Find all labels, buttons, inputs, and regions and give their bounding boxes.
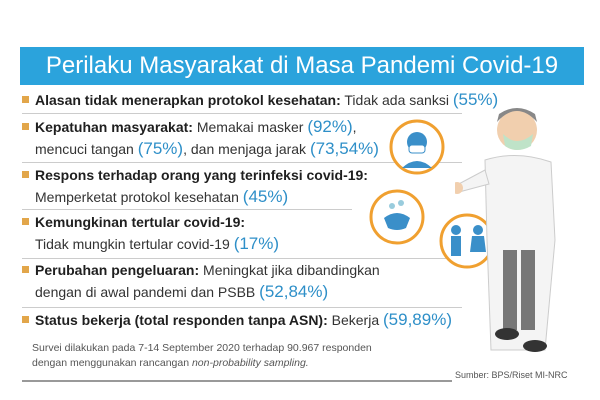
item-label: Status bekerja (total responden tanpa AS…: [35, 312, 328, 328]
divider: [22, 307, 462, 308]
item-text: mencuci tangan: [35, 141, 138, 157]
item-percent: (92%): [307, 117, 353, 136]
bullet: [22, 171, 29, 178]
handwash-icon: [369, 189, 425, 245]
item-label: Kemungkinan tertular covid-19:: [35, 214, 246, 230]
divider: [22, 162, 462, 163]
divider: [22, 258, 462, 259]
item-kepatuhan: Kepatuhan masyarakat: Memakai masker (92…: [22, 116, 379, 160]
page-title: Perilaku Masyarakat di Masa Pandemi Covi…: [20, 47, 584, 85]
bullet: [22, 123, 29, 130]
item-text: dengan di awal pandemi dan PSBB: [35, 284, 260, 300]
divider: [22, 209, 352, 210]
item-label: Kepatuhan masyarakat:: [35, 119, 193, 135]
note-italic: non-probability sampling.: [191, 357, 309, 369]
item-percent: (73,54%): [309, 139, 379, 158]
item-text: Memperketat protokol kesehatan: [35, 189, 243, 205]
item-label: Perubahan pengeluaran:: [35, 262, 200, 278]
doctor-illustration: [455, 108, 556, 352]
item-alasan: Alasan tidak menerapkan protokol kesehat…: [22, 89, 498, 111]
item-kemungkinan: Kemungkinan tertular covid-19: Tidak mung…: [22, 211, 279, 255]
item-text: Tidak mungkin tertular covid-19: [35, 236, 234, 252]
note-line: dengan menggunakan rancangan: [32, 357, 192, 369]
item-percent: (75%): [137, 139, 184, 158]
item-percent: (45%): [242, 187, 289, 206]
bottom-rule: [22, 380, 452, 382]
item-text: Memakai masker: [192, 119, 308, 135]
item-label: Respons terhadap orang yang terinfeksi c…: [35, 167, 368, 183]
item-status-bekerja: Status bekerja (total responden tanpa AS…: [22, 309, 452, 331]
item-text: Meningkat jika dibandingkan: [199, 262, 380, 278]
item-text: Tidak ada sanksi: [340, 92, 453, 108]
item-respons: Respons terhadap orang yang terinfeksi c…: [22, 164, 368, 208]
item-text: , dan menjaga jarak: [183, 141, 310, 157]
item-text: Bekerja: [327, 312, 383, 328]
distancing-icon: [439, 213, 495, 269]
bullet: [22, 316, 29, 323]
item-percent: (59,89%): [383, 310, 452, 329]
survey-note: Survei dilakukan pada 7-14 September 202…: [32, 341, 372, 371]
divider: [22, 113, 462, 114]
source: Sumber: BPS/Riset MI-NRC: [455, 370, 568, 380]
item-percent: (17%): [233, 234, 280, 253]
bullet: [22, 266, 29, 273]
item-pengeluaran: Perubahan pengeluaran: Meningkat jika di…: [22, 259, 380, 303]
bullet: [22, 96, 29, 103]
item-label: Alasan tidak menerapkan protokol kesehat…: [35, 92, 341, 108]
item-percent: (52,84%): [259, 282, 329, 301]
bullet: [22, 218, 29, 225]
item-text: ,: [352, 119, 357, 135]
note-line: Survei dilakukan pada 7-14 September 202…: [32, 342, 372, 354]
mask-icon: [389, 119, 445, 175]
item-percent: (55%): [452, 90, 499, 109]
